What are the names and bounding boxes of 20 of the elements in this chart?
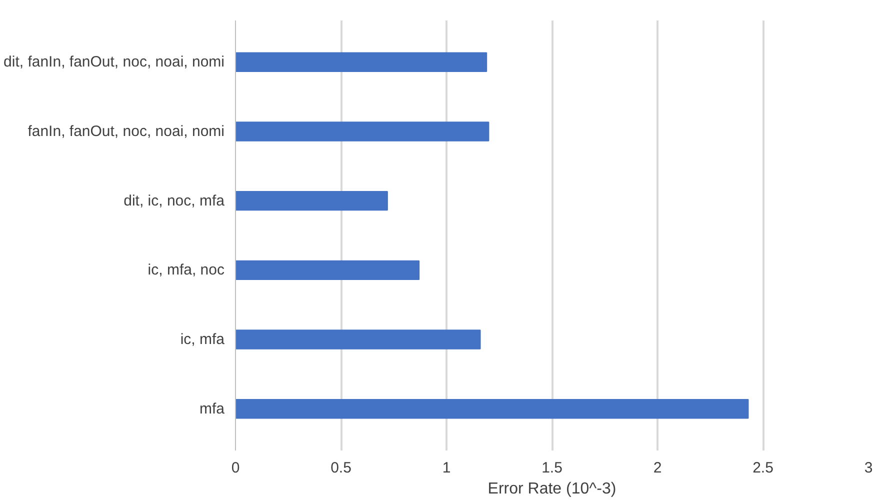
y-tick-label: fanIn, fanOut, noc, noai, nomi <box>28 122 225 140</box>
y-tick-label: ic, mfa <box>180 331 226 348</box>
bar <box>236 260 420 280</box>
x-axis-title: Error Rate (10^-3) <box>488 480 616 498</box>
y-tick-label: dit, ic, noc, mfa <box>124 192 226 210</box>
x-tick-label: 2 <box>653 460 662 476</box>
x-tick-label: 3 <box>864 460 873 476</box>
bar <box>236 190 388 211</box>
bar <box>236 122 490 142</box>
bar <box>236 399 749 419</box>
x-tick-label: 1.5 <box>542 460 562 476</box>
x-tick-label: 1 <box>442 460 451 476</box>
x-tick-label: 2.5 <box>752 460 774 476</box>
bar <box>236 330 481 350</box>
x-tick-label: 0.5 <box>330 460 352 476</box>
y-tick-label: dit, fanIn, fanOut, noc, noai, nomi <box>4 54 225 71</box>
bar <box>236 52 488 72</box>
y-tick-label: ic, mfa, noc <box>148 262 225 279</box>
x-tick-label: 0 <box>231 460 240 476</box>
y-tick-label: mfa <box>199 400 226 418</box>
